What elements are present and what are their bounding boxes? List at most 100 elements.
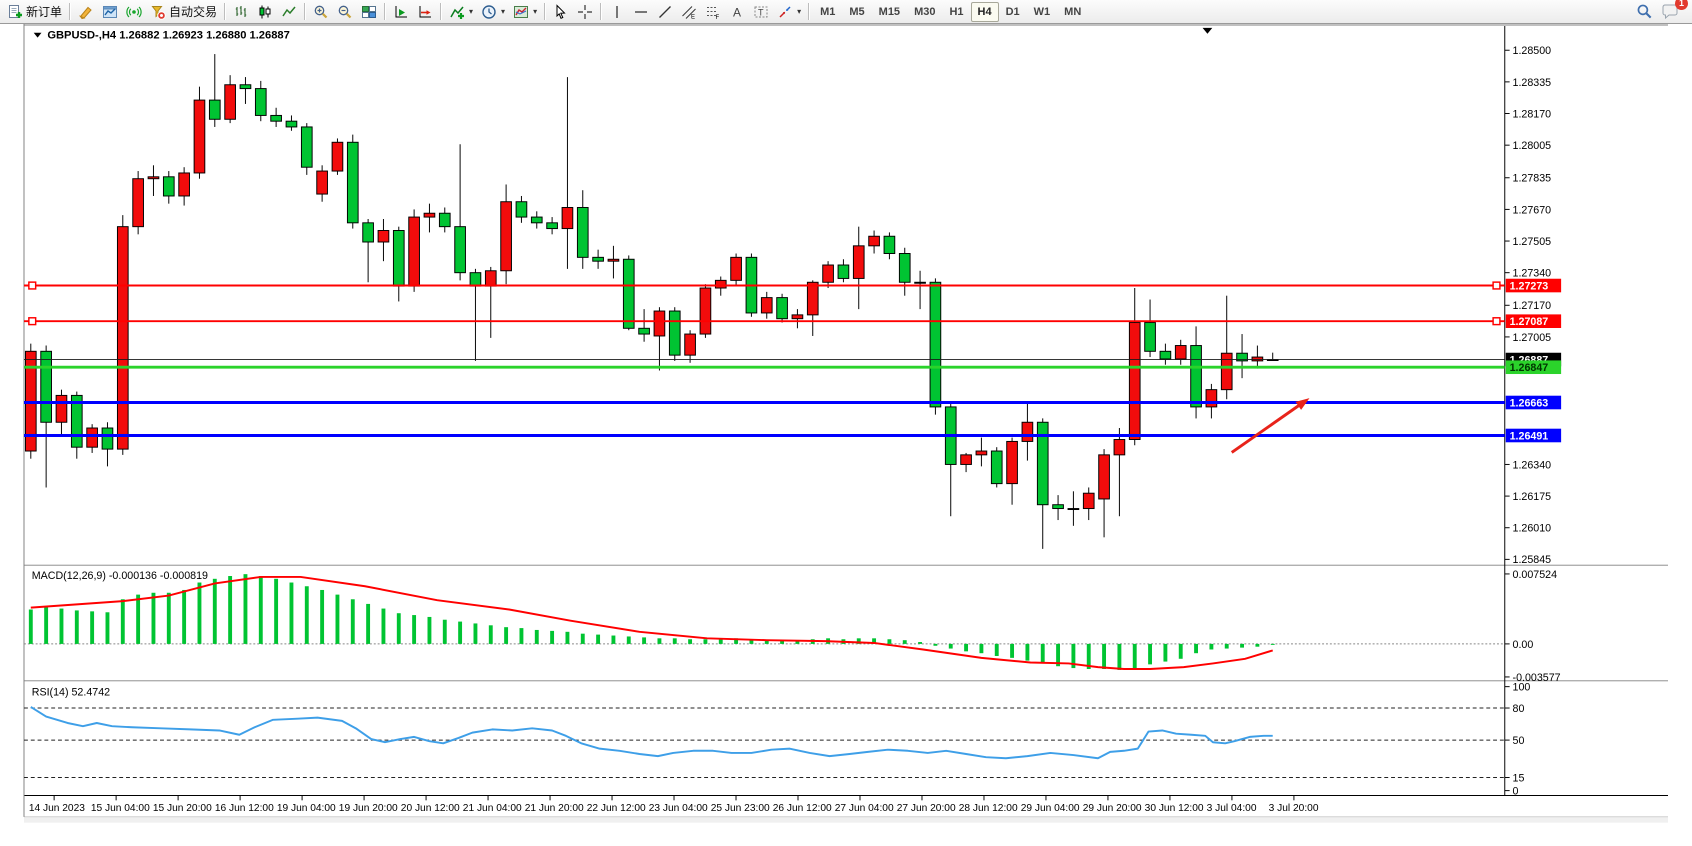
candle-body [530,216,543,224]
crosshair-icon [578,4,593,19]
bar-chart-button[interactable] [229,0,253,23]
rsi-pane: RSI(14) 52.4742 [30,686,1273,760]
time-label: 3 Jul 04:00 [1207,803,1257,814]
autotrade-label: 自动交易 [169,5,218,19]
crosshair-button[interactable] [573,0,597,23]
macd-bar [902,640,907,644]
text-icon: A [733,5,741,19]
macd-bar [565,631,570,644]
macd-bar [105,612,110,644]
line-handle[interactable] [28,281,37,290]
symbol-dropdown-icon[interactable] [33,32,42,38]
support-line-green[interactable]: 1.26847 [23,360,1562,374]
macd-bar [580,633,585,644]
trend-arrow[interactable] [1230,398,1310,454]
candle-body [254,88,267,116]
window-bottom-edge [24,817,1668,823]
templates-icon [514,5,529,18]
price-chart[interactable]: 1.28500 1.28335 1.28170 1.28005 1.27835 1.276… [0,24,1692,846]
time-label: 28 Jun 12:00 [959,803,1018,814]
timeframe-button-H4[interactable]: H4 [970,1,999,22]
candle-body [822,264,834,283]
svg-text:A: A [733,5,741,19]
macd-bar [396,613,401,644]
macd-bar [504,627,509,644]
candle-body [1174,345,1187,360]
timeframe-button-M5[interactable]: M5 [849,5,865,18]
new-order-button[interactable]: 新订单 [3,0,66,23]
zoom-out-button[interactable] [333,0,357,23]
price-badge [1505,428,1562,443]
channel-icon: E [682,5,696,20]
candle-body [116,226,129,450]
macd-bar [550,630,555,644]
templates-button[interactable] [509,0,541,23]
macd-bar [1040,643,1045,664]
timeframe-group: M1 M5 M15 M30 H1 H4 D1 W1 MN [813,1,1088,22]
signal-button[interactable] [122,0,146,23]
tile-windows-icon [362,5,377,18]
support-line-blue-1[interactable]: 1.26663 [23,395,1562,410]
tile-windows-button[interactable] [357,0,381,23]
fibonacci-button[interactable]: F [701,0,725,23]
line-handle[interactable] [1492,317,1501,326]
chat-button[interactable]: 1 [1657,0,1688,23]
resistance-line-1[interactable]: 1.27273 [23,278,1562,293]
svg-text:1.27835: 1.27835 [1513,173,1552,185]
text-button[interactable]: A [725,0,749,23]
chart-shift-marker[interactable] [1202,27,1213,34]
zoom-in-button[interactable] [309,0,333,23]
timeframe-button-H1[interactable]: H1 [949,5,964,18]
candle-body [576,206,589,258]
candle-body [224,84,236,120]
timeframe-button-D1[interactable]: D1 [1005,5,1020,18]
line-handle[interactable] [1492,281,1501,290]
candle-body [1144,322,1156,352]
price-axis[interactable]: 1.28500 1.28335 1.28170 1.28005 1.27835 1.276… [1504,45,1552,566]
timeframe-button-M1[interactable]: M1 [820,5,836,18]
line-chart-button[interactable] [277,0,301,23]
text-label-button[interactable]: T [749,0,773,23]
indicators-button[interactable] [445,0,477,23]
timeframe-button-M30[interactable]: M30 [914,5,936,18]
candle-body [86,427,98,448]
chart-autoscroll-button[interactable] [413,0,437,23]
chart-shift-button[interactable] [389,0,413,23]
search-button[interactable] [1632,0,1657,23]
timeframe-button-M15[interactable]: M15 [878,5,901,18]
candle-body [837,264,850,279]
macd-bar [1194,643,1199,654]
cursor-button[interactable] [549,0,573,23]
candle-body [300,126,313,168]
svg-text:50: 50 [1513,735,1525,747]
macd-bar [672,638,677,644]
rsi-axis[interactable]: 100 80 50 15 0 [1504,682,1531,798]
svg-text:1.27670: 1.27670 [1513,204,1552,216]
autotrade-button[interactable]: 自动交易 [146,0,221,23]
resistance-line-2[interactable]: 1.27087 [23,314,1562,328]
svg-text:-0.003577: -0.003577 [1513,672,1561,684]
time-label: 15 Jun 04:00 [91,803,150,814]
channel-button[interactable]: E [677,0,701,23]
vertical-line-button[interactable] [605,0,629,23]
time-label: 22 Jun 12:00 [587,803,646,814]
trendline-button[interactable] [653,0,677,23]
timeframe-button-MN[interactable]: MN [1064,5,1082,18]
periods-button[interactable] [477,0,509,23]
chart-window-button[interactable] [98,0,122,23]
macd-axis[interactable]: 0.007524 0.00 -0.003577 [1504,569,1561,684]
timeframe-button-W1[interactable]: W1 [1033,5,1051,18]
price-badge [1505,278,1562,293]
svg-text:1.28500: 1.28500 [1513,45,1552,57]
candle-body [239,84,252,90]
crayon-button[interactable] [74,0,98,23]
candlestick-button[interactable] [253,0,277,23]
candle-body [1052,504,1064,510]
arrows-button[interactable] [773,0,805,23]
line-handle[interactable] [28,317,37,326]
indicators-icon [450,6,465,19]
horizontal-line-button[interactable] [629,0,653,23]
time-label: 15 Jun 20:00 [153,803,212,814]
time-axis[interactable]: 14 Jun 2023 15 Jun 04:00 15 Jun 20:00 16 Ju… [29,795,1319,814]
macd-bar [1163,643,1168,662]
